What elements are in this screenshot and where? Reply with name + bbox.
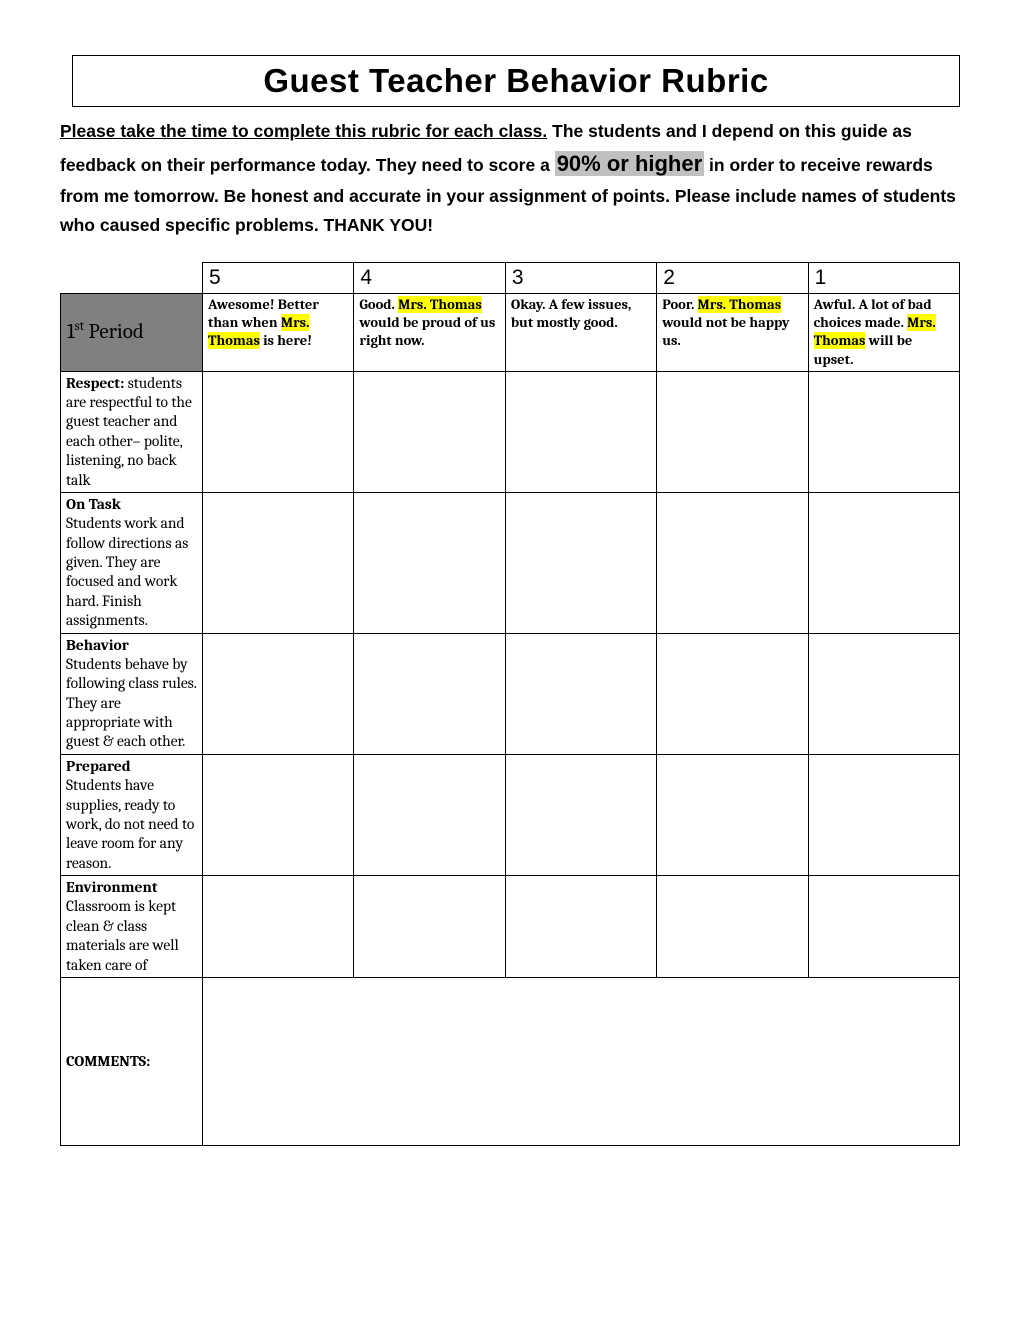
environment-3[interactable]	[505, 876, 656, 978]
ontask-3[interactable]	[505, 492, 656, 633]
score-header-row: 5 4 3 2 1	[61, 262, 960, 293]
score-highlight: 90% or higher	[555, 151, 704, 176]
ontask-row: On TaskStudents work and follow directio…	[61, 492, 960, 633]
behavior-5[interactable]	[203, 633, 354, 754]
title-box: Guest Teacher Behavior Rubric	[72, 55, 960, 107]
desc-2: Poor. Mrs. Thomas would not be happy us.	[657, 294, 808, 372]
page-title: Guest Teacher Behavior Rubric	[73, 62, 959, 100]
behavior-1[interactable]	[808, 633, 959, 754]
desc-3: Okay. A few issues, but mostly good.	[505, 294, 656, 372]
prepared-3[interactable]	[505, 754, 656, 875]
score-3-header: 3	[505, 262, 656, 293]
instructions-text: Please take the time to complete this ru…	[60, 117, 960, 240]
desc-1: Awful. A lot of bad choices made. Mrs. T…	[808, 294, 959, 372]
behavior-label: BehaviorStudents behave by following cla…	[61, 633, 203, 754]
respect-2[interactable]	[657, 371, 808, 492]
period-word: Period	[84, 320, 144, 344]
respect-row: Respect: students are respectful to the …	[61, 371, 960, 492]
empty-cell	[61, 262, 203, 293]
desc-5: Awesome! Better than when Mrs. Thomas is…	[203, 294, 354, 372]
prepared-row: PreparedStudents have supplies, ready to…	[61, 754, 960, 875]
description-row: 1st Period Awesome! Better than when Mrs…	[61, 294, 960, 372]
score-1-header: 1	[808, 262, 959, 293]
score-4-header: 4	[354, 262, 505, 293]
environment-row: EnvironmentClassroom is kept clean & cla…	[61, 876, 960, 978]
period-number: 1	[67, 320, 75, 344]
prepared-4[interactable]	[354, 754, 505, 875]
respect-1[interactable]	[808, 371, 959, 492]
score-2-header: 2	[657, 262, 808, 293]
respect-5[interactable]	[203, 371, 354, 492]
rubric-table: 5 4 3 2 1 1st Period Awesome! Better tha…	[60, 262, 960, 1146]
prepared-label: PreparedStudents have supplies, ready to…	[61, 754, 203, 875]
behavior-row: BehaviorStudents behave by following cla…	[61, 633, 960, 754]
environment-5[interactable]	[203, 876, 354, 978]
environment-label: EnvironmentClassroom is kept clean & cla…	[61, 876, 203, 978]
ontask-5[interactable]	[203, 492, 354, 633]
prepared-2[interactable]	[657, 754, 808, 875]
prepared-5[interactable]	[203, 754, 354, 875]
environment-1[interactable]	[808, 876, 959, 978]
behavior-3[interactable]	[505, 633, 656, 754]
respect-label: Respect: students are respectful to the …	[61, 371, 203, 492]
environment-2[interactable]	[657, 876, 808, 978]
comments-row: COMMENTS:	[61, 977, 960, 1145]
behavior-2[interactable]	[657, 633, 808, 754]
comments-field[interactable]	[203, 977, 960, 1145]
comments-label: COMMENTS:	[61, 977, 203, 1145]
ontask-4[interactable]	[354, 492, 505, 633]
respect-3[interactable]	[505, 371, 656, 492]
desc-4: Good. Mrs. Thomas would be proud of us r…	[354, 294, 505, 372]
environment-4[interactable]	[354, 876, 505, 978]
ontask-1[interactable]	[808, 492, 959, 633]
period-suffix: st	[75, 319, 84, 334]
respect-4[interactable]	[354, 371, 505, 492]
score-5-header: 5	[203, 262, 354, 293]
ontask-label: On TaskStudents work and follow directio…	[61, 492, 203, 633]
ontask-2[interactable]	[657, 492, 808, 633]
behavior-4[interactable]	[354, 633, 505, 754]
period-label: 1st Period	[61, 294, 203, 372]
instructions-underline: Please take the time to complete this ru…	[60, 121, 547, 141]
prepared-1[interactable]	[808, 754, 959, 875]
